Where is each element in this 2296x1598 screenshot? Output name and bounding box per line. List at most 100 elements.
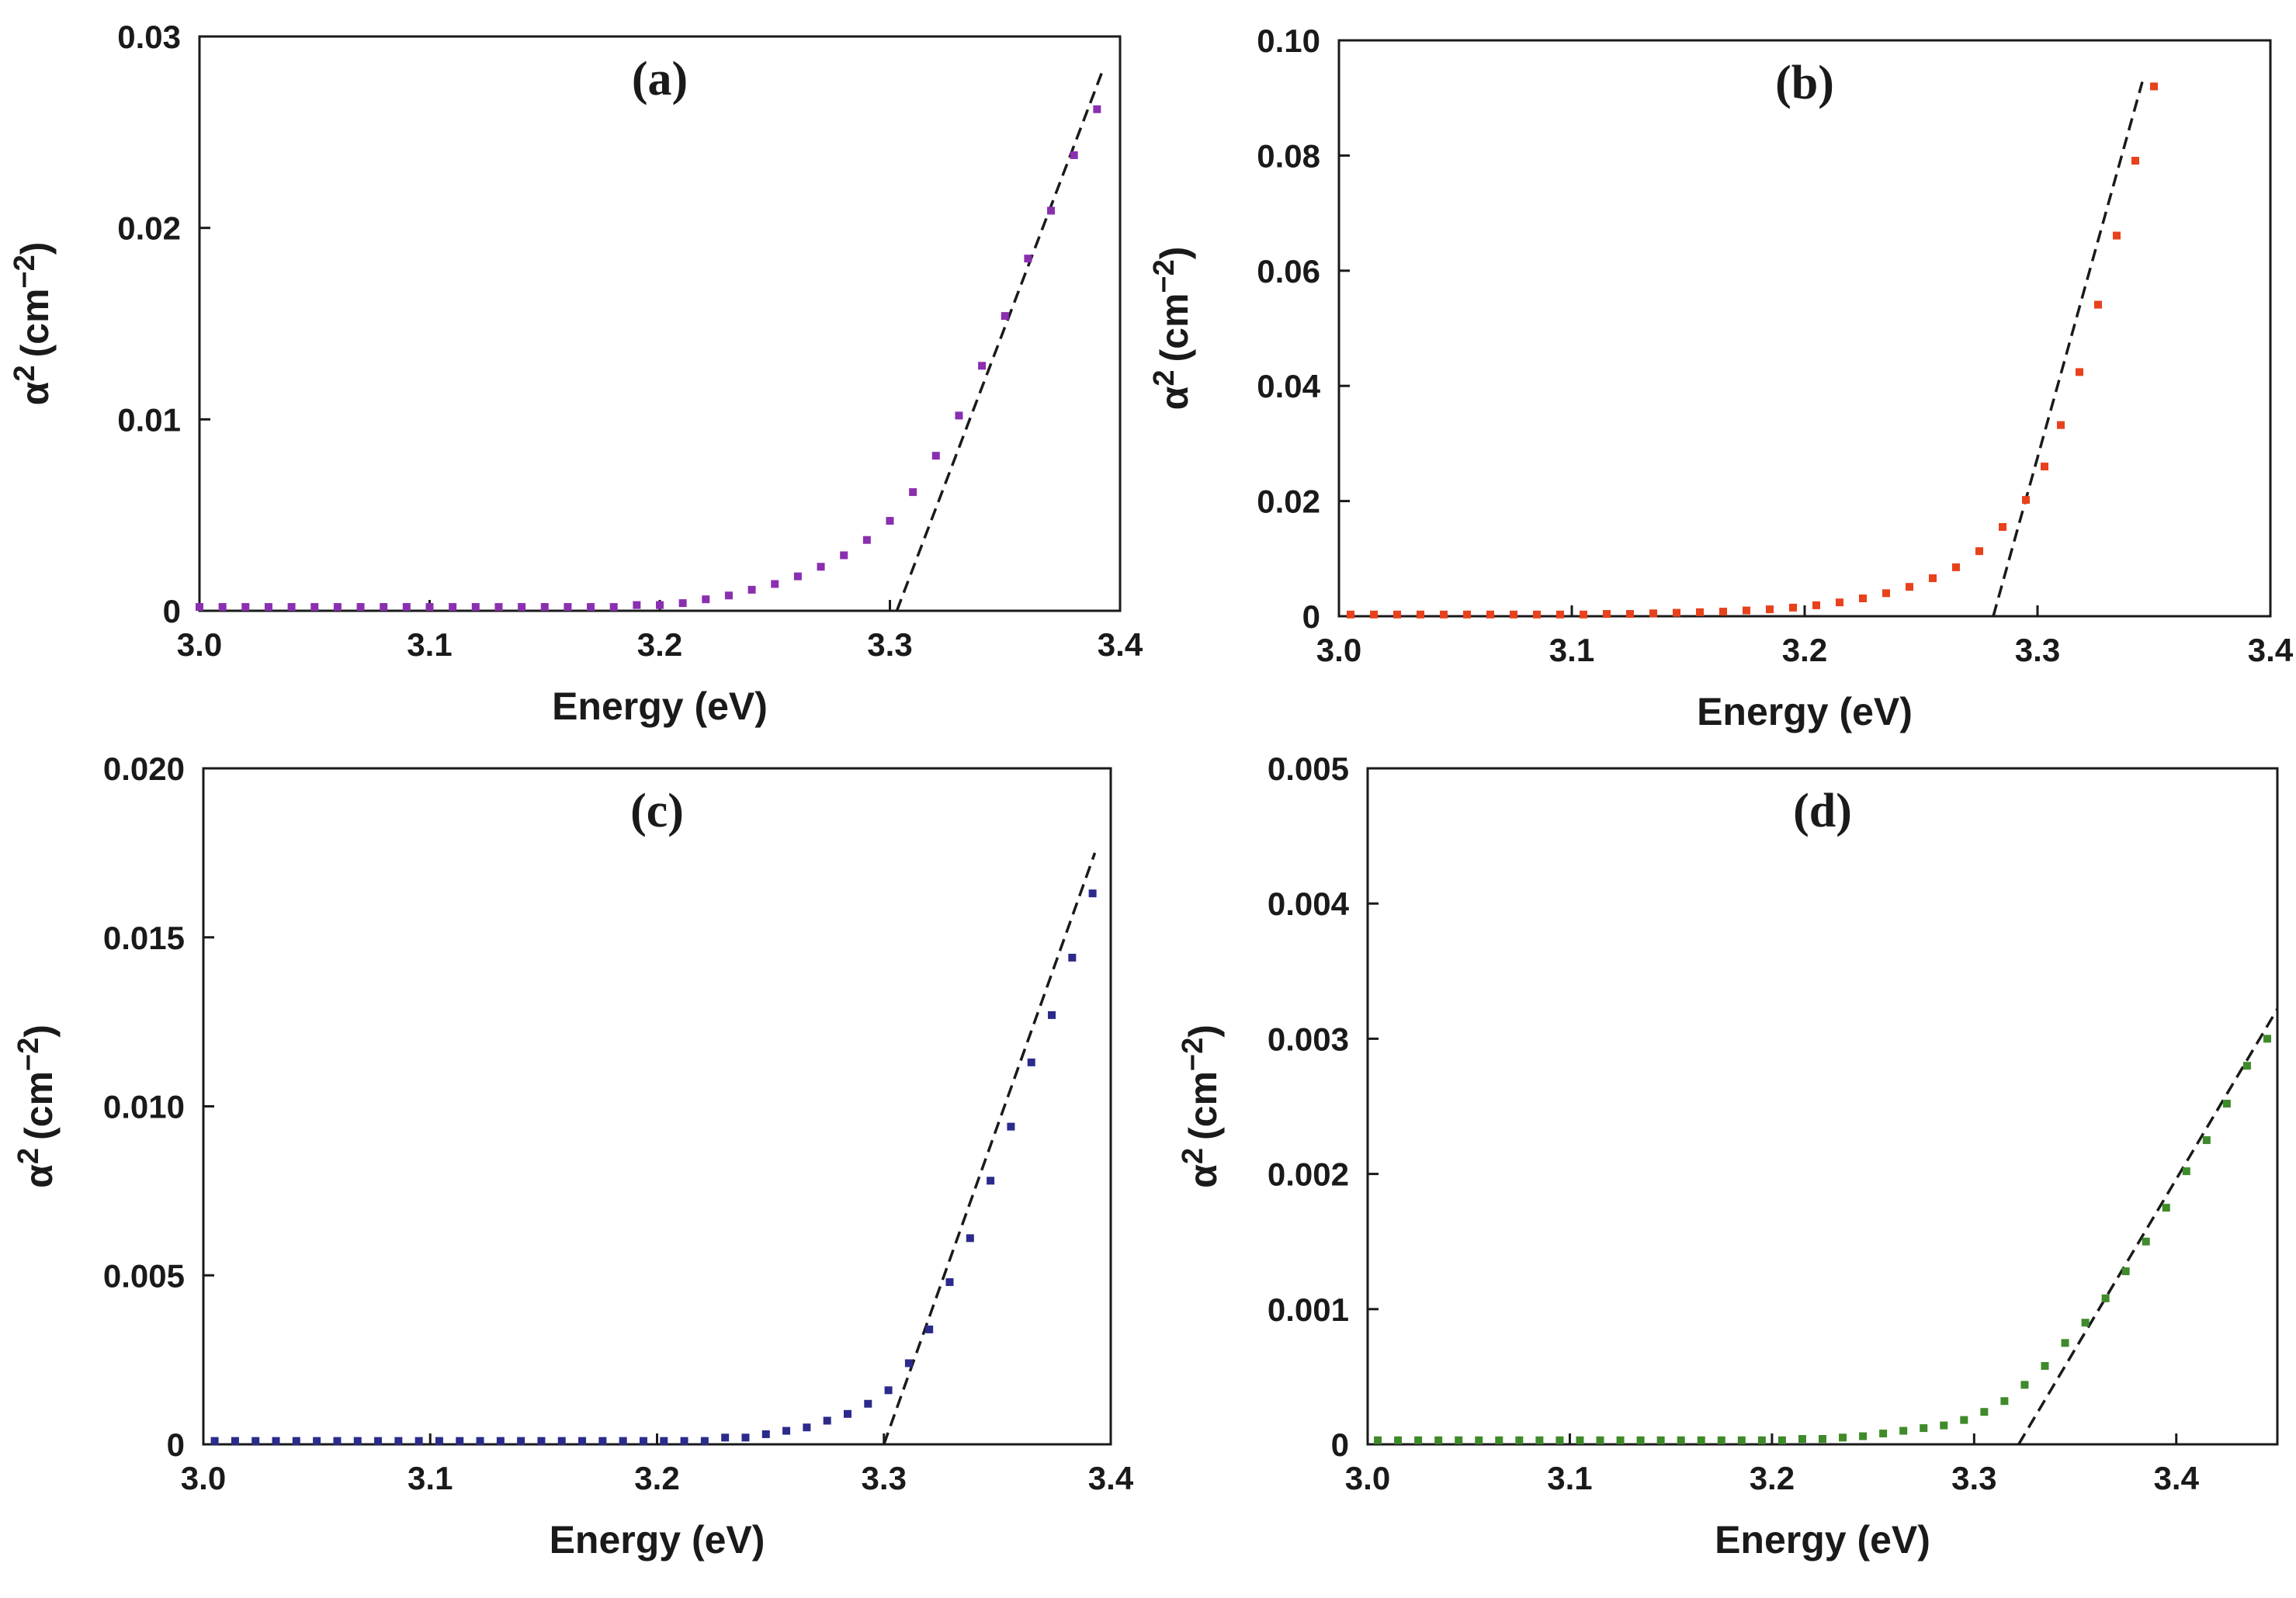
data-point xyxy=(1088,889,1097,898)
y-axis-label: α2 (cm−2) xyxy=(1177,1024,1225,1188)
data-point xyxy=(864,1399,872,1408)
data-point xyxy=(840,551,848,560)
y-tick-label: 0.01 xyxy=(117,401,181,438)
data-point xyxy=(1580,610,1587,619)
data-point xyxy=(1696,608,1704,616)
x-axis-label: Energy (eV) xyxy=(1697,690,1913,733)
data-point xyxy=(803,1423,811,1432)
data-point xyxy=(2162,1204,2170,1212)
data-point xyxy=(1047,206,1056,215)
panel-label: (d) xyxy=(1793,785,1852,837)
x-axis-label: Energy (eV) xyxy=(550,1518,765,1562)
x-tick-label: 3.3 xyxy=(862,1460,907,1496)
data-point xyxy=(564,603,572,612)
data-point xyxy=(1697,1436,1705,1444)
data-point xyxy=(2076,368,2083,376)
data-point xyxy=(862,536,871,544)
data-point xyxy=(904,1359,913,1367)
data-point xyxy=(449,603,457,612)
data-point xyxy=(518,603,526,612)
data-point xyxy=(540,603,549,612)
data-point xyxy=(925,1325,934,1333)
y-tick-label: 0.02 xyxy=(117,210,181,247)
data-point xyxy=(1393,610,1401,619)
data-point xyxy=(251,1437,260,1445)
y-axis-label-part: (cm xyxy=(17,1071,61,1140)
data-point xyxy=(471,603,480,612)
data-point xyxy=(2222,1100,2231,1108)
data-point xyxy=(1414,1436,1423,1444)
data-point xyxy=(1455,1436,1463,1444)
data-point xyxy=(1859,594,1867,602)
data-point xyxy=(2041,1361,2049,1370)
y-axis-label-part: α xyxy=(13,381,57,405)
data-point xyxy=(619,1437,627,1445)
data-point xyxy=(2202,1136,2211,1145)
data-point xyxy=(1533,610,1541,619)
chart-panel-c: 3.0 3.1 3.2 3.3 3.4 0 0.005 0.010 0.015 0.020 Ener… xyxy=(12,750,1134,1562)
y-tick-label: 0 xyxy=(1302,598,1320,635)
data-point xyxy=(1463,610,1471,619)
y-tick-label: 0.02 xyxy=(1257,484,1320,520)
data-point xyxy=(1717,1436,1725,1444)
data-point xyxy=(1417,610,1424,619)
data-point xyxy=(1370,610,1378,619)
plot-frame xyxy=(1366,767,2279,1446)
data-point xyxy=(1616,1436,1625,1444)
data-point xyxy=(2101,1294,2110,1302)
y-tick-label: 0 xyxy=(167,1426,185,1463)
data-point xyxy=(886,517,894,525)
data-point xyxy=(1789,603,1797,612)
y-axis-label-part: ) xyxy=(17,1024,61,1038)
x-tick-label: 3.1 xyxy=(407,626,452,663)
data-point xyxy=(287,603,296,612)
data-point xyxy=(374,1437,383,1445)
data-point xyxy=(1906,583,1913,591)
data-point xyxy=(394,1437,403,1445)
data-point xyxy=(987,1177,995,1185)
data-point xyxy=(1757,1436,1766,1444)
data-point xyxy=(2142,1237,2150,1246)
x-tick-label: 3.3 xyxy=(867,626,912,663)
y-axis-label-part: (cm xyxy=(1181,1071,1225,1140)
x-tick-label: 3.0 xyxy=(1345,1460,1390,1496)
y-tick-label: 0 xyxy=(163,593,181,629)
data-point xyxy=(771,580,779,588)
data-point xyxy=(1001,312,1009,321)
chart-panel-a: 3.0 3.1 3.2 3.3 3.4 0 0.01 0.02 0.03 Energy (eV) α… xyxy=(9,19,1143,728)
data-point xyxy=(1495,1436,1503,1444)
y-tick-label: 0.002 xyxy=(1268,1156,1349,1193)
data-point xyxy=(931,452,940,460)
data-point xyxy=(1859,1432,1868,1440)
linear-fit-line xyxy=(2017,1008,2279,1445)
data-point xyxy=(1899,1426,1908,1435)
data-point xyxy=(380,603,388,612)
y-tick-label: 0.04 xyxy=(1257,368,1320,404)
data-point xyxy=(1475,1436,1483,1444)
x-tick-label: 3.2 xyxy=(634,1460,679,1496)
linear-fit-line xyxy=(1992,81,2144,617)
data-point xyxy=(356,603,365,612)
data-point xyxy=(823,1416,831,1425)
y-tick-label: 0.10 xyxy=(1257,23,1320,59)
y-axis-label-part: ) xyxy=(1153,247,1196,260)
y-tick-label: 0.005 xyxy=(1268,750,1349,787)
y-axis-label-part: α xyxy=(1181,1164,1225,1188)
data-point xyxy=(196,603,203,612)
data-point xyxy=(1440,610,1448,619)
data-point xyxy=(1882,589,1890,598)
data-point xyxy=(2113,231,2121,240)
data-point xyxy=(680,1437,688,1445)
data-point xyxy=(1535,1436,1544,1444)
data-point xyxy=(2131,157,2139,165)
y-axis-label-part: 2 xyxy=(9,366,41,382)
data-point xyxy=(609,603,618,612)
data-point xyxy=(578,1437,587,1445)
data-point xyxy=(1070,151,1078,159)
data-point xyxy=(517,1437,525,1445)
data-point xyxy=(1999,522,2006,531)
data-point xyxy=(1007,1122,1015,1131)
data-point xyxy=(1576,1436,1584,1444)
data-point xyxy=(1510,610,1517,619)
